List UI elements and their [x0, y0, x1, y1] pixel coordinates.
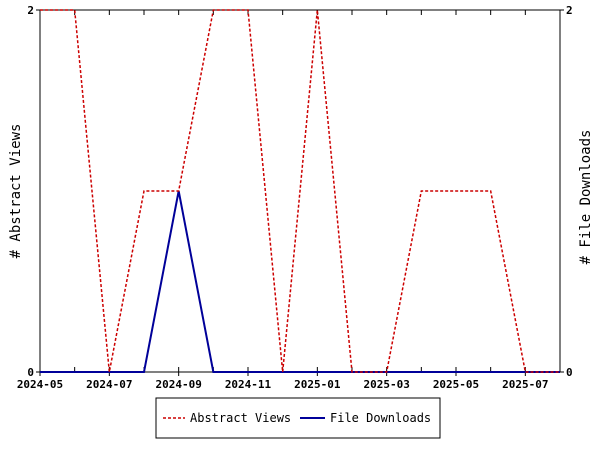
- series-line-abstract-views: [40, 9, 560, 373]
- x-tick-label: 2024-09: [155, 378, 201, 391]
- x-axis-tick-labels: 2024-05 2024-07 2024-09 2024-11 2025-01 2025-…: [17, 378, 549, 391]
- y2-axis-title: # File Downloads: [578, 130, 594, 265]
- y-tick-label: 0: [27, 366, 34, 379]
- y2-tick-label: 2: [566, 4, 573, 17]
- y-tick-label: 2: [27, 4, 34, 17]
- y-axis-title: # Abstract Views: [8, 124, 24, 259]
- series-lines: [40, 9, 560, 373]
- x-tick-label: 2024-05: [17, 378, 63, 391]
- legend-label-file-downloads: File Downloads: [330, 411, 431, 425]
- x-tick-label: 2025-03: [363, 378, 409, 391]
- x-tick-label: 2024-07: [86, 378, 132, 391]
- legend-box: [155, 397, 441, 439]
- x-tick-label: 2025-01: [294, 378, 341, 391]
- series-line-file-downloads: [40, 190, 560, 373]
- y2-tick-label: 0: [566, 366, 573, 379]
- legend-label-abstract-views: Abstract Views: [190, 411, 291, 425]
- x-tick-label: 2024-11: [225, 378, 272, 391]
- y-axis-ticks: 0 2 0 2: [27, 4, 572, 379]
- x-tick-label: 2025-07: [502, 378, 548, 391]
- x-tick-label: 2025-05: [433, 378, 479, 391]
- legend: Abstract Views File Downloads: [155, 397, 441, 439]
